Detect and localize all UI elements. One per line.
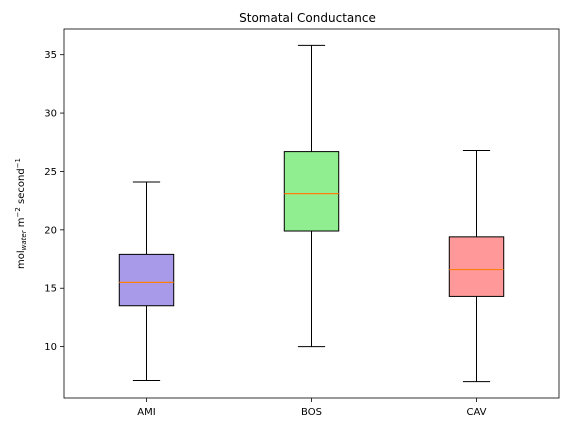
ylabel-unit-b: second [16, 168, 27, 207]
y-tick-label: 10 [44, 342, 57, 353]
x-tick-label: AMI [137, 407, 155, 418]
iqr-box [449, 237, 503, 297]
iqr-box [284, 152, 338, 231]
box-bos [284, 45, 338, 346]
x-tick-label: BOS [301, 407, 322, 418]
y-tick-label: 20 [44, 225, 57, 236]
y-axis: 10 15 20 25 30 35 [44, 50, 64, 353]
x-tick-label: CAV [466, 407, 486, 418]
y-tick-label: 15 [44, 284, 57, 295]
y-axis-label: molwater m−2 second−1 [14, 158, 28, 269]
ylabel-sup-a: −2 [14, 207, 22, 217]
ylabel-unit-a: m [16, 217, 27, 230]
ylabel-subscript: water [20, 229, 28, 250]
chart-title: Stomatal Conductance [239, 11, 376, 25]
box-series [119, 45, 503, 381]
ylabel-base: mol [16, 250, 27, 269]
ylabel-sup-b: −1 [14, 158, 22, 168]
x-axis: AMI BOS CAV [137, 398, 486, 418]
iqr-box [119, 254, 173, 305]
y-tick-label: 25 [44, 167, 57, 178]
box-cav [449, 150, 503, 381]
y-tick-label: 35 [44, 50, 57, 61]
y-tick-label: 30 [44, 109, 57, 120]
box-ami [119, 182, 173, 381]
